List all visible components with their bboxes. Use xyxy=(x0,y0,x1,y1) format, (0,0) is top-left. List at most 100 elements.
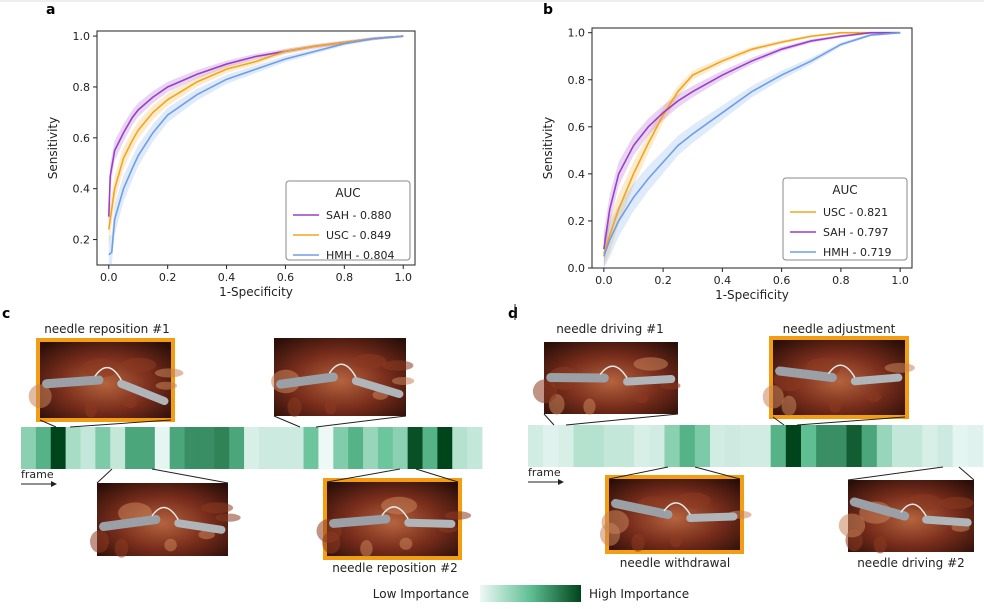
tissue-blob xyxy=(829,398,842,413)
confidence-band xyxy=(108,36,404,246)
suture-thread xyxy=(151,506,179,520)
importance-cell xyxy=(21,427,37,469)
tissue-blob xyxy=(631,533,645,552)
colorbar-high-label: High Importance xyxy=(589,587,689,601)
importance-cell xyxy=(892,425,908,467)
frame-connector xyxy=(273,415,301,428)
y-tick-label: 1.0 xyxy=(73,30,91,43)
y-tick-label: 0.2 xyxy=(73,234,91,247)
importance-strip-c: frame xyxy=(21,427,483,487)
importance-strip-d: frame xyxy=(528,425,984,485)
roc-series-line xyxy=(603,31,901,257)
importance-cell xyxy=(258,427,275,469)
tissue-blob xyxy=(675,492,711,509)
tissue-blob xyxy=(114,538,129,558)
panel-letter-c: c xyxy=(2,306,10,322)
tissue-blob xyxy=(391,376,415,385)
suture-thread xyxy=(381,506,409,520)
x-tick-label: 0.4 xyxy=(218,271,236,284)
x-tick-label: 0.6 xyxy=(277,271,295,284)
tissue-blob xyxy=(198,530,215,540)
x-tick-label: 0.0 xyxy=(595,274,613,287)
tissue-blob xyxy=(634,392,649,404)
importance-cell xyxy=(634,425,650,467)
importance-cell xyxy=(318,427,334,469)
importance-cell xyxy=(392,427,409,469)
importance-cell xyxy=(619,425,635,467)
frame-connector xyxy=(151,468,229,484)
importance-cell xyxy=(348,427,364,469)
frame-arrow-head xyxy=(558,479,564,485)
tissue-blob xyxy=(660,381,681,390)
frame-annotations-c: needle reposition #1 needle reposition #2 xyxy=(28,322,472,575)
frame-connector xyxy=(326,468,401,483)
frame-connector xyxy=(39,419,57,428)
legend-entry: HMH - 0.719 xyxy=(823,246,892,259)
importance-cell xyxy=(50,427,67,469)
tissue-blob xyxy=(905,493,942,511)
tissue-blob xyxy=(532,379,558,404)
tissue-blob xyxy=(215,513,241,522)
importance-cell xyxy=(422,427,438,469)
suture-thread xyxy=(328,363,357,378)
suture-thread xyxy=(663,502,691,515)
legend-entry: SAH - 0.880 xyxy=(326,209,391,222)
importance-colorbar: Low Importance High Importance xyxy=(373,585,689,602)
frame-connector xyxy=(796,416,906,426)
importance-cell xyxy=(785,425,802,467)
suture-thread xyxy=(599,365,628,379)
importance-cell xyxy=(937,425,954,467)
tissue-blob xyxy=(351,353,387,369)
y-axis-label: Sensitivity xyxy=(541,117,555,179)
frame-axis-label: frame xyxy=(21,468,54,481)
instrument-shaft xyxy=(42,375,104,389)
frame-connector xyxy=(96,468,113,484)
instrument-shaft xyxy=(329,514,391,528)
frame-connector xyxy=(543,413,555,426)
tissue-blob xyxy=(90,530,110,553)
frame-caption: needle withdrawal xyxy=(620,556,730,570)
frame-connector xyxy=(415,468,459,483)
panel-letter-d: d xyxy=(508,306,518,322)
frame-connector xyxy=(315,415,407,428)
x-tick-label: 1.0 xyxy=(394,271,412,284)
instrument-shaft xyxy=(775,366,837,382)
importance-cell xyxy=(588,425,605,467)
importance-cell xyxy=(303,427,319,469)
importance-cell xyxy=(35,427,52,469)
tissue-blob xyxy=(884,362,915,373)
tissue-blob xyxy=(82,358,118,378)
importance-cell xyxy=(169,427,185,469)
frame-caption: needle reposition #1 xyxy=(44,322,170,336)
frame-annotations-d: needle driving #1 needle adjustment needle… xyxy=(532,322,975,570)
tissue-blob xyxy=(399,537,413,550)
tissue-blob xyxy=(444,511,472,520)
importance-cell xyxy=(244,427,260,469)
frame-connector xyxy=(694,466,741,480)
importance-cell xyxy=(333,427,349,469)
importance-cell xyxy=(952,425,969,467)
importance-cell xyxy=(467,427,483,469)
importance-cell xyxy=(861,425,878,467)
instrument-shaft xyxy=(849,497,910,521)
y-axis-label: Sensitivity xyxy=(46,117,60,179)
importance-cell xyxy=(679,425,696,467)
tissue-blob xyxy=(84,402,97,418)
suture-thread xyxy=(900,503,927,517)
roc-series-line xyxy=(108,35,404,256)
importance-cell xyxy=(725,425,741,467)
tissue-blob xyxy=(123,397,138,409)
legend-entry: SAH - 0.797 xyxy=(823,226,888,239)
frame-connector xyxy=(69,419,172,428)
importance-cell xyxy=(95,427,111,469)
importance-cell xyxy=(694,425,711,467)
importance-cell xyxy=(184,427,200,469)
x-axis-label: 1-Specificity xyxy=(715,288,789,302)
importance-cell xyxy=(125,427,141,469)
instrument-shaft xyxy=(922,515,972,527)
roc-series-line xyxy=(603,31,901,250)
y-tick-label: 0.6 xyxy=(73,132,91,145)
importance-cell xyxy=(710,425,726,467)
legend-box xyxy=(782,177,908,261)
instrument-shaft xyxy=(351,376,404,399)
